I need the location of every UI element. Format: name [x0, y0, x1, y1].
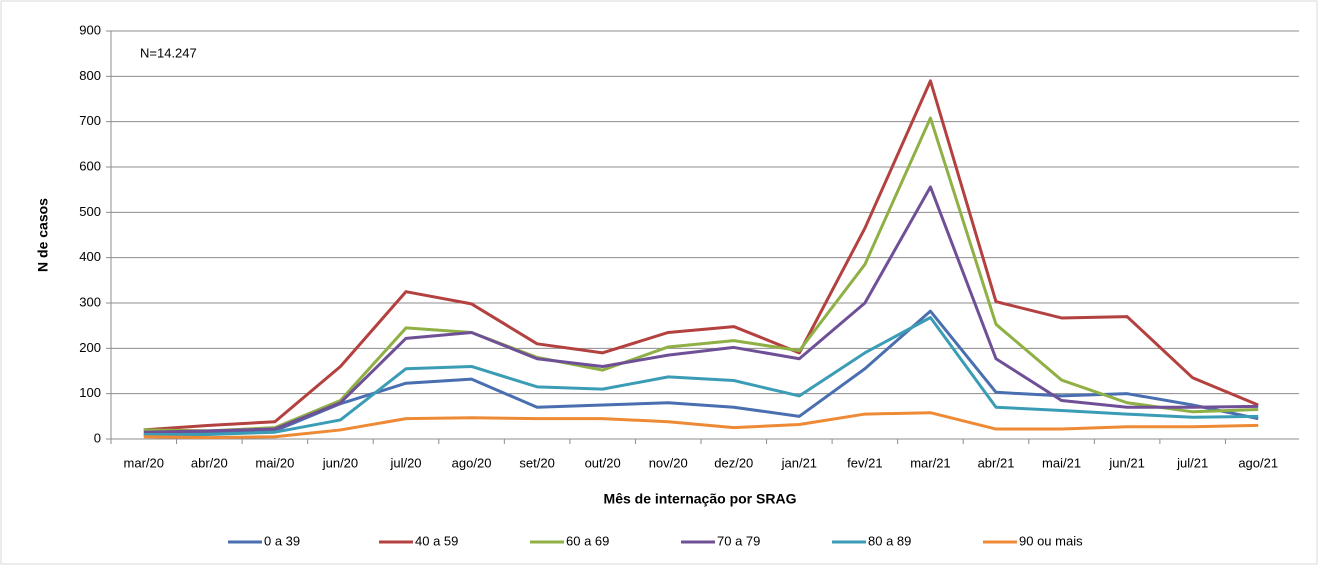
x-tick-label: mar/21: [910, 455, 950, 470]
x-tick-label: mar/20: [124, 455, 164, 470]
x-axis-title: Mês de internação por SRAG: [604, 491, 797, 507]
legend-label: 80 a 89: [868, 533, 911, 548]
x-tick-label: jul/20: [389, 455, 421, 470]
series-line: [143, 316, 1259, 436]
y-tick-label: 300: [79, 294, 101, 309]
x-tick-label: jul/21: [1176, 455, 1208, 470]
x-tick-label: mai/21: [1042, 455, 1081, 470]
legend-label: 70 a 79: [717, 533, 760, 548]
x-tick-label: mai/20: [255, 455, 294, 470]
x-tick-label: jun/20: [322, 455, 358, 470]
x-tick-label: out/20: [585, 455, 621, 470]
y-tick-label: 600: [79, 158, 101, 173]
legend-label: 90 ou mais: [1019, 533, 1083, 548]
y-tick-label: 500: [79, 204, 101, 219]
legend-label: 40 a 59: [415, 533, 458, 548]
y-tick-label: 400: [79, 249, 101, 264]
series-line: [143, 116, 1259, 433]
y-tick-label: 800: [79, 68, 101, 83]
x-tick-label: nov/20: [649, 455, 688, 470]
series-line: [143, 79, 1259, 432]
series-line: [143, 411, 1259, 440]
y-axis-title: N de casos: [35, 198, 51, 272]
x-tick-label: set/20: [519, 455, 554, 470]
y-tick-label: 700: [79, 113, 101, 128]
y-tick-label: 0: [94, 430, 101, 445]
x-tick-label: ago/20: [452, 455, 492, 470]
x-tick-label: abr/20: [191, 455, 228, 470]
legend-label: 60 a 69: [566, 533, 609, 548]
x-tick-label: abr/21: [978, 455, 1015, 470]
x-tick-label: ago/21: [1238, 455, 1278, 470]
y-tick-label: 100: [79, 385, 101, 400]
series-line: [143, 185, 1259, 434]
x-tick-label: jun/21: [1108, 455, 1144, 470]
y-tick-label: 200: [79, 340, 101, 355]
x-tick-label: dez/20: [714, 455, 753, 470]
x-tick-label: jan/21: [781, 455, 817, 470]
y-tick-label: 900: [79, 22, 101, 37]
x-tick-label: fev/21: [847, 455, 882, 470]
legend-label: 0 a 39: [264, 533, 300, 548]
annotation: N=14.247: [140, 45, 197, 60]
